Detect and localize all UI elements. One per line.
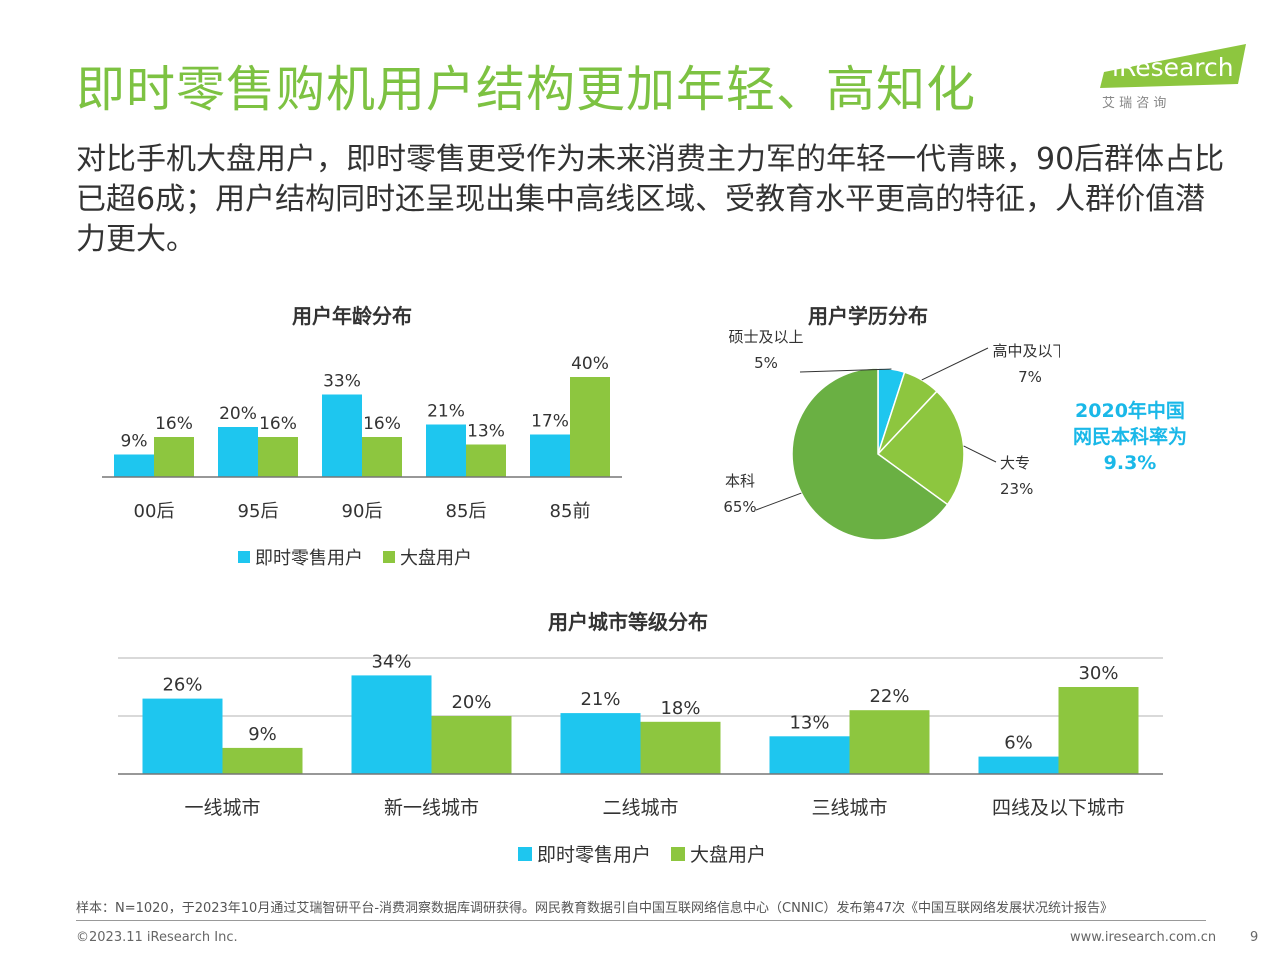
category-label: 一线城市 xyxy=(184,797,260,819)
iresearch-logo: iResearch 艾 瑞 咨 询 xyxy=(1100,44,1246,111)
leader-line xyxy=(799,368,892,373)
page-subtitle: 对比手机大盘用户，即时零售更受作为未来消费主力军的年轻一代青睐，90后群体占比已… xyxy=(76,142,1225,257)
bar-market xyxy=(154,437,194,477)
data-label: 40% xyxy=(571,354,609,374)
legend-label: 大盘用户 xyxy=(400,548,472,569)
category-label: 95后 xyxy=(238,501,279,522)
city-chart-title: 用户城市等级分布 xyxy=(548,610,708,634)
data-label: 13% xyxy=(789,712,829,733)
data-label: 9% xyxy=(248,724,277,745)
bar-market xyxy=(258,437,298,477)
logo-subtext: 艾 瑞 咨 询 xyxy=(1102,96,1166,111)
pie-value-label: 65% xyxy=(723,498,756,516)
data-label: 20% xyxy=(219,404,257,424)
bar-market xyxy=(849,710,930,774)
category-label: 二线城市 xyxy=(602,797,678,819)
legend-label: 即时零售用户 xyxy=(255,548,363,569)
bar-market xyxy=(640,721,721,774)
page-number: 9 xyxy=(1250,930,1259,945)
pie-value-label: 7% xyxy=(1018,368,1042,386)
category-label: 00后 xyxy=(134,501,175,522)
pie-value-label: 23% xyxy=(1000,480,1033,498)
bar-market xyxy=(362,437,402,477)
pie-category-label: 本科 xyxy=(725,472,755,490)
pie-category-label: 大专 xyxy=(1000,454,1030,472)
footnote: 样本：N=1020，于2023年10月通过艾瑞智研平台-消费洞察数据库调研获得。… xyxy=(76,901,1113,916)
page-title: 即时零售购机用户结构更加年轻、高知化 xyxy=(76,61,977,118)
data-label: 17% xyxy=(531,412,569,432)
bar-market xyxy=(466,444,506,477)
data-label: 30% xyxy=(1078,663,1118,684)
legend-item-instant: 即时零售用户 xyxy=(238,544,363,570)
copyright: ©2023.11 iResearch Inc. xyxy=(76,930,238,945)
footer-divider xyxy=(76,920,1206,921)
legend-label: 大盘用户 xyxy=(690,844,767,866)
callout-text: 2020年中国 网民本科率为 9.3% xyxy=(1055,398,1205,476)
bar-market xyxy=(570,377,610,477)
data-label: 34% xyxy=(371,651,411,672)
leader-line xyxy=(963,445,997,463)
data-label: 6% xyxy=(1004,733,1033,754)
bar-market xyxy=(222,747,303,774)
bar-instant xyxy=(218,427,258,477)
legend-swatch-green xyxy=(671,846,686,861)
pie-value-label: 5% xyxy=(754,354,778,372)
education-pie-chart: 硕士及以上 5% 高中及以下 7% 大专 23% 本科 65% xyxy=(723,328,1060,541)
bar-instant xyxy=(769,736,850,774)
age-legend: 即时零售用户 大盘用户 xyxy=(238,544,492,570)
callout-line: 2020年中国 xyxy=(1075,400,1185,422)
bar-instant xyxy=(530,434,570,477)
data-label: 16% xyxy=(363,414,401,434)
data-label: 33% xyxy=(323,372,361,392)
category-label: 85前 xyxy=(550,501,591,522)
bar-instant xyxy=(426,424,466,477)
bar-instant xyxy=(978,756,1059,774)
bar-market xyxy=(1058,687,1139,774)
legend-swatch-green xyxy=(383,551,395,563)
callout-line: 9.3% xyxy=(1103,452,1157,474)
data-label: 21% xyxy=(580,689,620,710)
data-label: 22% xyxy=(869,686,909,707)
category-label: 90后 xyxy=(342,501,383,522)
callout-line: 网民本科率为 xyxy=(1072,426,1187,448)
data-label: 21% xyxy=(427,402,465,422)
bar-instant xyxy=(142,698,223,774)
legend-item-market: 大盘用户 xyxy=(383,544,472,570)
category-label: 四线及以下城市 xyxy=(992,797,1125,819)
leader-line xyxy=(921,347,989,381)
data-label: 26% xyxy=(162,675,202,696)
pie-category-label: 硕士及以上 xyxy=(728,328,803,346)
category-label: 新一线城市 xyxy=(384,797,479,819)
pie-slice xyxy=(876,390,965,506)
bar-market xyxy=(431,716,512,774)
legend-label: 即时零售用户 xyxy=(537,844,652,866)
logo-text: iResearch xyxy=(1112,53,1234,82)
legend-swatch-blue xyxy=(238,551,250,563)
city-bar-chart: 26% 9% 一线城市 34% 20% 新一线城市 21% 18% 二线城市 13% 22% 三线城市… xyxy=(118,651,1163,819)
bar-instant xyxy=(114,454,154,477)
website: www.iresearch.com.cn xyxy=(1070,930,1217,945)
legend-swatch-blue xyxy=(518,846,532,861)
category-label: 三线城市 xyxy=(811,797,887,819)
data-label: 16% xyxy=(259,414,297,434)
bar-instant xyxy=(560,713,641,774)
edu-chart-title: 用户学历分布 xyxy=(808,304,928,328)
legend-item-instant: 即时零售用户 xyxy=(518,840,651,867)
city-legend: 即时零售用户 大盘用户 xyxy=(518,840,786,867)
data-label: 16% xyxy=(155,414,193,434)
legend-item-market: 大盘用户 xyxy=(671,840,766,867)
bar-instant xyxy=(351,675,432,774)
data-label: 18% xyxy=(660,698,700,719)
age-chart-title: 用户年龄分布 xyxy=(292,304,412,328)
leader-line xyxy=(755,492,802,511)
category-label: 85后 xyxy=(446,501,487,522)
pie-category-label: 高中及以下 xyxy=(992,342,1060,360)
data-label: 20% xyxy=(451,692,491,713)
data-label: 9% xyxy=(121,432,148,452)
data-label: 13% xyxy=(467,422,505,442)
bar-instant xyxy=(322,394,362,477)
